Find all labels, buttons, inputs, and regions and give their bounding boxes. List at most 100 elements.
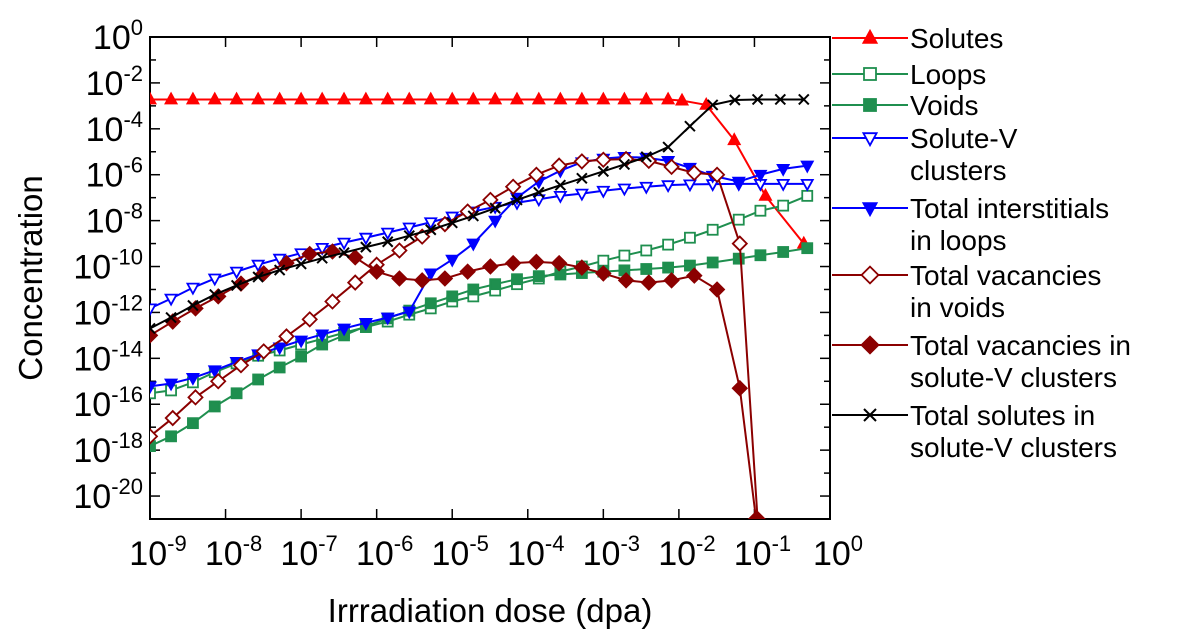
- x-marker-stroke: [618, 158, 631, 171]
- triangle-up-marker: [337, 91, 352, 105]
- x-marker-stroke: [597, 165, 610, 178]
- y-tick-exponent: -20: [111, 474, 143, 499]
- x-tick-label: 10-4: [507, 531, 564, 573]
- x-marker-stroke: [729, 94, 741, 106]
- square-marker: [446, 290, 459, 303]
- series-total-solutes-in-solute-v-clusters: [150, 93, 810, 335]
- legend-label: in loops: [910, 225, 1007, 256]
- x-marker-stroke: [382, 236, 394, 248]
- y-tick-exponent: -14: [111, 336, 143, 361]
- square-marker: [424, 297, 437, 310]
- diamond-marker: [686, 267, 703, 284]
- x-tick-base: 10: [129, 535, 167, 573]
- triangle-up-marker: [553, 91, 568, 105]
- x-marker-stroke: [150, 327, 156, 335]
- triangle-down-marker: [574, 188, 589, 202]
- diamond-marker: [391, 270, 408, 287]
- x-marker-stroke: [533, 186, 545, 199]
- square-marker: [662, 261, 675, 274]
- square-marker: [684, 259, 696, 272]
- legend-label: solute-V clusters: [910, 362, 1117, 393]
- series-total-vacancies-in-solute-v-clusters: [150, 243, 765, 519]
- legend-item: Total interstitials in loops: [832, 193, 1109, 256]
- legend-label: Total interstitials: [910, 193, 1109, 224]
- x-marker-stroke: [706, 99, 719, 111]
- y-tick-label: 10-10: [73, 245, 143, 287]
- triangle-down-marker: [731, 176, 746, 190]
- square-marker: [684, 231, 696, 244]
- x-marker-stroke: [338, 246, 350, 259]
- diamond-marker: [708, 281, 726, 298]
- x-tick-exponent: -1: [772, 531, 792, 556]
- triangle-up-marker: [661, 91, 676, 105]
- y-tick-base: 10: [86, 65, 124, 103]
- triangle-up-marker: [861, 28, 879, 44]
- y-tick-label: 10-16: [73, 382, 143, 424]
- diamond-marker: [640, 274, 658, 291]
- x-tick-base: 10: [583, 535, 621, 573]
- x-marker: [165, 311, 177, 324]
- x-marker-stroke: [252, 271, 264, 283]
- square-marker: [295, 350, 308, 363]
- square-marker: [597, 254, 610, 267]
- x-tick-label: 10-1: [734, 531, 791, 573]
- x-marker: [489, 202, 501, 214]
- x-marker: [230, 279, 243, 292]
- x-tick-exponent: -3: [620, 531, 640, 556]
- x-marker-stroke: [662, 141, 674, 153]
- x-marker-stroke: [273, 264, 286, 276]
- diamond-marker: [413, 272, 431, 289]
- legend-item: Total vacancies in voids: [832, 260, 1101, 323]
- triangle-up-marker: [380, 91, 395, 105]
- x-marker-stroke: [751, 93, 764, 106]
- triangle-up-marker: [402, 91, 417, 105]
- diamond-marker: [368, 263, 385, 280]
- square-marker: [863, 67, 877, 81]
- triangle-down-marker: [294, 335, 309, 349]
- x-tick-base: 10: [432, 535, 470, 573]
- y-tick-base: 10: [86, 203, 124, 241]
- y-tick-label: 10-8: [86, 199, 143, 241]
- x-marker-stroke: [554, 179, 567, 191]
- triangle-down-marker: [423, 268, 438, 282]
- square-marker: [863, 98, 877, 112]
- x-tick-label: 10-6: [356, 531, 413, 573]
- x-marker: [425, 224, 437, 236]
- triangle-down-marker: [380, 312, 395, 326]
- square-marker: [777, 199, 790, 212]
- diamond-marker: [617, 272, 635, 289]
- x-tick-base: 10: [280, 535, 318, 573]
- plot-frame: [149, 36, 831, 520]
- diamond-marker: [731, 235, 749, 252]
- diamond-marker: [482, 191, 499, 209]
- square-marker: [618, 249, 631, 262]
- square-marker: [273, 361, 286, 374]
- triangle-up-marker: [574, 91, 589, 105]
- triangle-down-marker: [402, 222, 417, 236]
- square-marker: [230, 387, 243, 400]
- triangle-up-marker: [185, 91, 200, 105]
- legend-label: Solutes: [910, 23, 1003, 54]
- x-marker: [209, 288, 221, 301]
- x-marker-stroke: [316, 252, 328, 264]
- diamond-marker: [595, 151, 612, 168]
- x-marker-stroke: [150, 322, 156, 330]
- x-marker: [252, 271, 264, 283]
- triangle-up-marker: [358, 91, 373, 105]
- y-tick-base: 10: [73, 386, 111, 424]
- x-marker: [150, 322, 156, 335]
- y-tick-label: 10-14: [73, 336, 143, 378]
- diamond-marker: [346, 274, 364, 291]
- x-marker: [446, 217, 458, 229]
- diamond-marker: [573, 259, 591, 276]
- y-tick-exponent: -10: [111, 245, 143, 270]
- triangle-down-marker: [488, 215, 503, 229]
- square-marker: [640, 263, 653, 275]
- triangle-up-marker: [466, 91, 481, 105]
- x-tick-exponent: -6: [394, 531, 414, 556]
- x-marker: [684, 120, 696, 132]
- triangle-down-marker: [150, 381, 158, 395]
- y-tick-base: 10: [86, 157, 124, 195]
- y-tick-exponent: 0: [131, 15, 143, 40]
